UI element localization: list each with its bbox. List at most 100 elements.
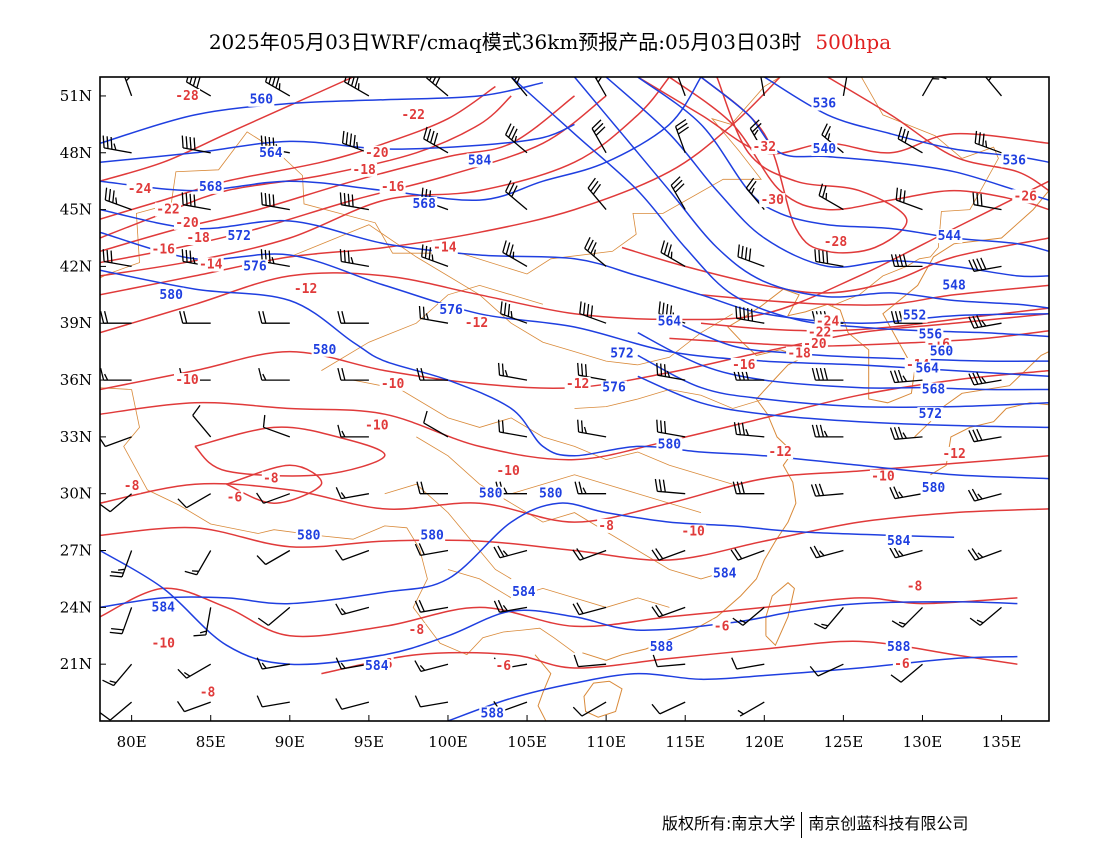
temperature-label: -18 [352,163,376,178]
wind-barb [100,701,133,721]
temperature-label-bg [351,162,378,177]
height-label: 580 [159,288,183,303]
height-label-bg [811,96,838,111]
height-label: 560 [930,345,954,360]
wind-barb [745,177,765,211]
lat-tick-label: 27N [60,542,92,560]
temperature-label: -8 [124,479,140,494]
height-label-bg [608,346,635,361]
temperature-label: -24 [128,182,152,197]
wind-barb [968,428,1002,443]
height-label: 576 [439,303,463,318]
temperature-label: -24 [816,314,840,329]
temperature-label: -8 [409,623,425,638]
height-label-bg [419,528,446,543]
wind-barb [584,237,607,267]
temperature-label-bg [892,657,911,672]
height-label: 576 [243,259,267,274]
temperature-label: -20 [175,216,199,231]
copyright-text: 版权所有:南京大学 [662,814,796,833]
wind-barb [335,698,370,710]
temperature-label: -10 [496,464,520,479]
height-label-bg [941,278,968,293]
height-label-bg [656,437,683,452]
wind-barb [414,543,449,557]
temperature-label: -22 [156,203,179,218]
wind-barb [732,606,765,626]
temperature-label: -8 [200,686,216,701]
temperature-label: -10 [175,373,199,388]
wind-barb [732,481,765,495]
temperature-label: -10 [681,525,705,540]
footer-separator [801,811,803,838]
coastline-path [534,654,552,721]
wind-barb [897,126,923,154]
temperature-label: -6 [894,657,910,672]
latitude-axis: 21N 24N 27N 30N 33N 36N 39N 42N 45N 48N 51N [60,87,106,673]
wind-barb [972,192,1002,211]
wind-barb [100,493,133,513]
temperature-label-bg [407,623,426,638]
temperature-label: -18 [186,231,210,246]
wind-barb [416,367,448,381]
height-label-bg [510,585,537,600]
wind-barb [258,367,290,381]
wind-barb [193,607,212,637]
wind-barb [184,550,212,576]
wind-barb [423,410,449,438]
height-label-bg [479,706,506,721]
wind-barb [969,606,1002,626]
wind-barb [732,367,765,381]
lat-tick-label: 48N [60,144,92,162]
company-text: 南京创蓝科技有限公司 [808,814,969,833]
wind-barb [921,77,947,97]
height-label-bg [257,145,284,160]
lon-tick-label: 130E [903,733,943,751]
wind-barb [587,177,607,211]
height-label: 564 [658,314,682,329]
temperature-label-bg [730,357,757,372]
wind-barb [421,244,449,268]
wind-barb [895,187,923,211]
temperature-label: -8 [907,580,923,595]
temperature-label: -8 [263,472,279,487]
wind-barb [337,424,369,438]
wind-barb [573,654,607,668]
height-label-bg [917,407,944,422]
wind-barb [974,130,1002,154]
wind-barb [102,249,132,268]
lat-tick-label: 45N [60,201,92,219]
temperature-label: -10 [381,377,405,392]
temperature-label: -6 [227,490,243,505]
height-label-bg [901,308,928,323]
temperature-label: -22 [401,108,424,123]
height-label: 584 [512,585,536,600]
temperature-label-bg [431,240,458,255]
wind-barb [890,311,923,324]
wind-barb [339,249,370,268]
boundary-path [100,77,781,390]
wind-barb [818,183,844,211]
wind-barb [181,192,211,211]
wind-barb [737,244,765,268]
wind-barb [423,126,449,154]
lon-tick-label: 110E [586,733,626,751]
height-label: 588 [887,640,911,655]
height-contour [100,123,575,163]
height-label: 544 [938,229,962,244]
wind-barb [594,77,607,97]
temperature-label-bg [712,619,731,634]
wind-barb [335,487,370,500]
temperature-label-bg [759,193,786,208]
wind-barb [181,249,211,268]
height-label: 580 [479,487,503,502]
wind-barb [414,695,449,708]
temperature-label: -10 [871,470,895,485]
height-label: 572 [227,229,250,244]
map-frame [99,76,1050,722]
lon-tick-label: 135E [982,733,1022,751]
boundary-path [830,77,999,307]
temperature-label-bg [751,140,778,155]
height-label-bg [248,92,275,107]
wind-barb [809,545,844,559]
